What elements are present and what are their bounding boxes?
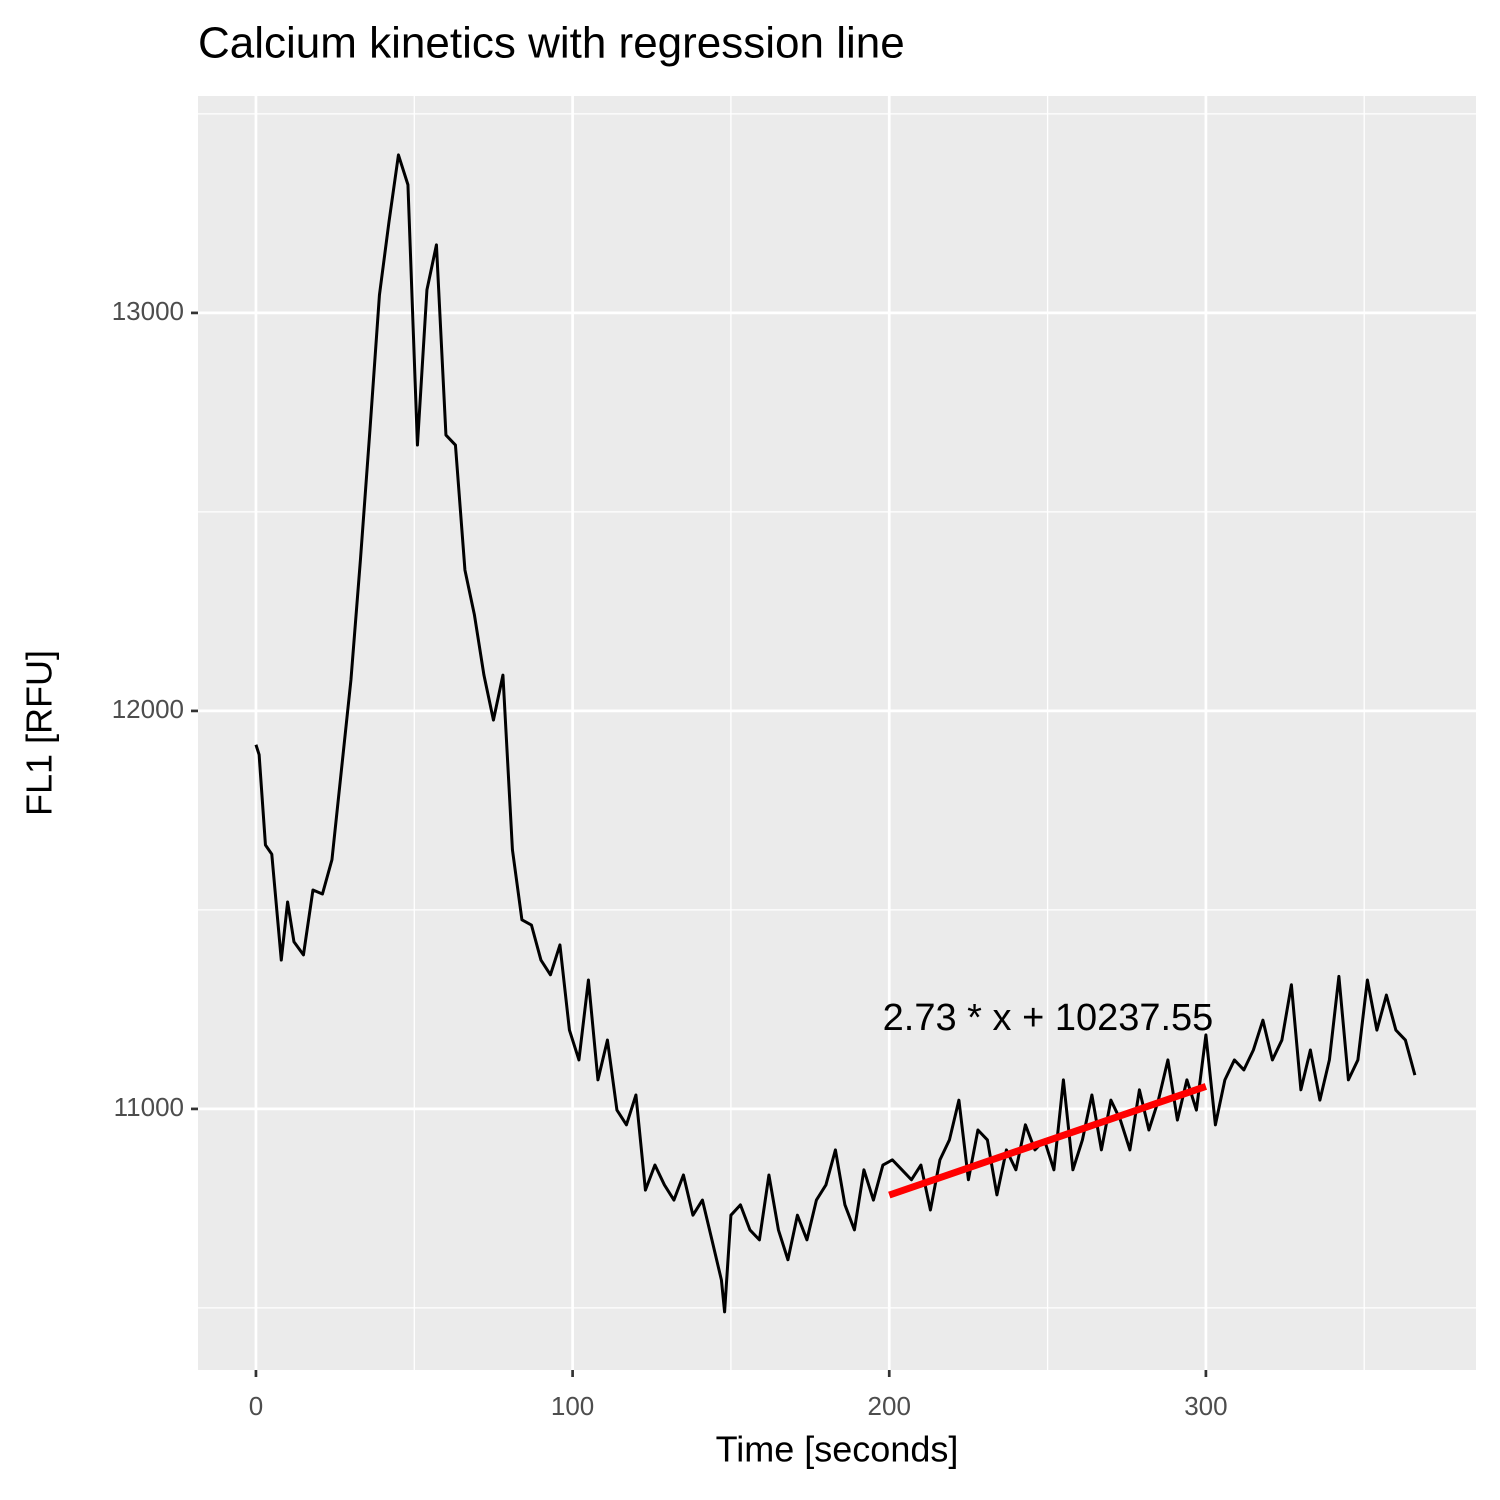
x-axis-title: Time [seconds] [716,1429,959,1470]
x-tick-label: 0 [249,1391,263,1421]
y-tick-label: 11000 [114,1092,184,1122]
y-tick-label: 13000 [112,296,184,326]
panel [198,96,1476,1370]
data-line [254,153,1417,1314]
annotation: 2.73 * x + 10237.55 [883,997,1214,1039]
chart-title: Calcium kinetics with regression line [198,19,905,68]
x-tick-label: 300 [1184,1391,1227,1421]
y-tick-label: 12000 [112,694,184,724]
regression-line [888,1083,1208,1199]
x-tick-label: 200 [868,1391,911,1421]
x-tick-label: 100 [551,1391,594,1421]
y-axis-title: FL1 [RFU] [19,650,60,816]
